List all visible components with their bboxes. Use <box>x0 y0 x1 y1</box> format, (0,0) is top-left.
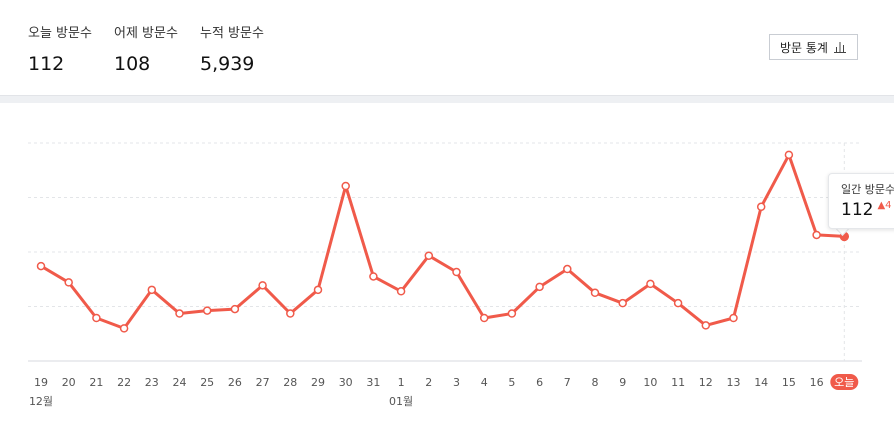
x-tick-label-today: 오늘 <box>834 376 854 389</box>
data-point <box>535 282 544 292</box>
x-tick-label: 4 <box>481 376 488 389</box>
x-tick-label: 7 <box>564 376 571 389</box>
data-point <box>286 309 295 318</box>
x-tick-label: 23 <box>145 376 159 389</box>
data-point <box>424 251 434 260</box>
x-tick-label: 1 <box>398 376 405 389</box>
bar-chart-icon <box>833 42 846 53</box>
data-point <box>313 285 323 295</box>
daily-visits-series-line <box>39 153 846 330</box>
x-tick-label: 19 <box>34 376 48 389</box>
data-point <box>64 278 73 287</box>
data-point <box>590 288 600 298</box>
data-point <box>92 313 101 323</box>
data-point <box>479 313 489 323</box>
data-point <box>673 298 683 308</box>
x-tick-label: 13 <box>727 376 741 389</box>
stat-today-label: 오늘 방문수 <box>28 26 92 41</box>
data-point <box>756 202 766 212</box>
data-point <box>258 281 267 290</box>
data-point <box>202 306 212 315</box>
data-point <box>618 298 627 308</box>
data-point <box>396 287 406 296</box>
x-tick-label: 10 <box>643 376 657 389</box>
x-tick-label: 14 <box>754 376 768 389</box>
x-tick-label: 25 <box>200 376 214 389</box>
month-label: 01월 <box>389 395 413 408</box>
x-tick-label: 27 <box>256 376 270 389</box>
data-point <box>36 261 46 271</box>
x-tick-label: 11 <box>671 376 685 389</box>
data-point <box>729 313 738 323</box>
stat-today-value: 112 <box>28 53 65 75</box>
x-tick-label: 8 <box>592 376 599 389</box>
visit-stats-button-label: 방문 통계 <box>780 40 828 55</box>
visit-stats-button[interactable]: 방문 통계 <box>769 34 858 60</box>
visit-stats-summary: 오늘 방문수 112 어제 방문수 108 누적 방문수 5,939 방문 통계 <box>0 0 894 96</box>
x-tick-label: 21 <box>89 376 103 389</box>
month-label: 12월 <box>29 395 53 408</box>
x-tick-label: 20 <box>62 376 76 389</box>
data-point <box>369 272 378 281</box>
x-tick-label: 22 <box>117 376 131 389</box>
x-tick-label: 26 <box>228 376 242 389</box>
data-point <box>563 264 572 274</box>
visit-chart-card: 19 20 21 22 23 24 25 26 27 28 29 30 31 1 2 3 4 5 6 7 8 9 10 11 1… <box>0 103 894 432</box>
x-tick-label: 9 <box>619 376 626 389</box>
x-tick-label: 3 <box>453 376 460 389</box>
stat-yesterday: 어제 방문수 108 <box>114 22 178 75</box>
data-point <box>812 230 821 240</box>
daily-visits-tooltip: 일간 방문수 112 ▲4 <box>828 173 894 229</box>
stat-yesterday-label: 어제 방문수 <box>114 26 178 41</box>
today-badge <box>830 374 859 390</box>
x-tick-label: 6 <box>536 376 543 389</box>
stat-yesterday-value: 108 <box>114 53 151 75</box>
x-tick-label: 31 <box>366 376 380 389</box>
data-point <box>119 324 129 333</box>
x-tick-label: 5 <box>508 376 515 389</box>
x-tick-label: 16 <box>810 376 824 389</box>
tooltip-delta: ▲4 <box>877 200 892 211</box>
data-point <box>230 304 240 314</box>
data-point <box>175 309 184 318</box>
x-tick-label: 2 <box>425 376 432 389</box>
data-point <box>452 267 461 277</box>
x-tick-label: 24 <box>173 376 187 389</box>
data-point <box>784 150 794 160</box>
x-tick-label: 15 <box>782 376 796 389</box>
tooltip-value: 112 <box>841 200 874 220</box>
data-point <box>701 321 711 330</box>
x-tick-label: 30 <box>339 376 353 389</box>
x-tick-label: 29 <box>311 376 325 389</box>
data-point <box>147 285 157 295</box>
x-tick-label: 28 <box>283 376 297 389</box>
stat-total-value: 5,939 <box>200 53 255 75</box>
tooltip-label: 일간 방문수 <box>841 183 894 196</box>
x-tick-label: 12 <box>699 376 713 389</box>
data-point <box>507 309 517 318</box>
stat-total: 누적 방문수 5,939 <box>200 22 264 75</box>
data-point <box>646 279 655 289</box>
daily-visits-line-chart: 19 20 21 22 23 24 25 26 27 28 29 30 31 1 2 3 4 5 6 7 8 9 10 11 1… <box>28 142 862 408</box>
stat-today: 오늘 방문수 112 <box>28 22 92 75</box>
data-point <box>341 181 350 191</box>
stat-total-label: 누적 방문수 <box>200 26 264 41</box>
